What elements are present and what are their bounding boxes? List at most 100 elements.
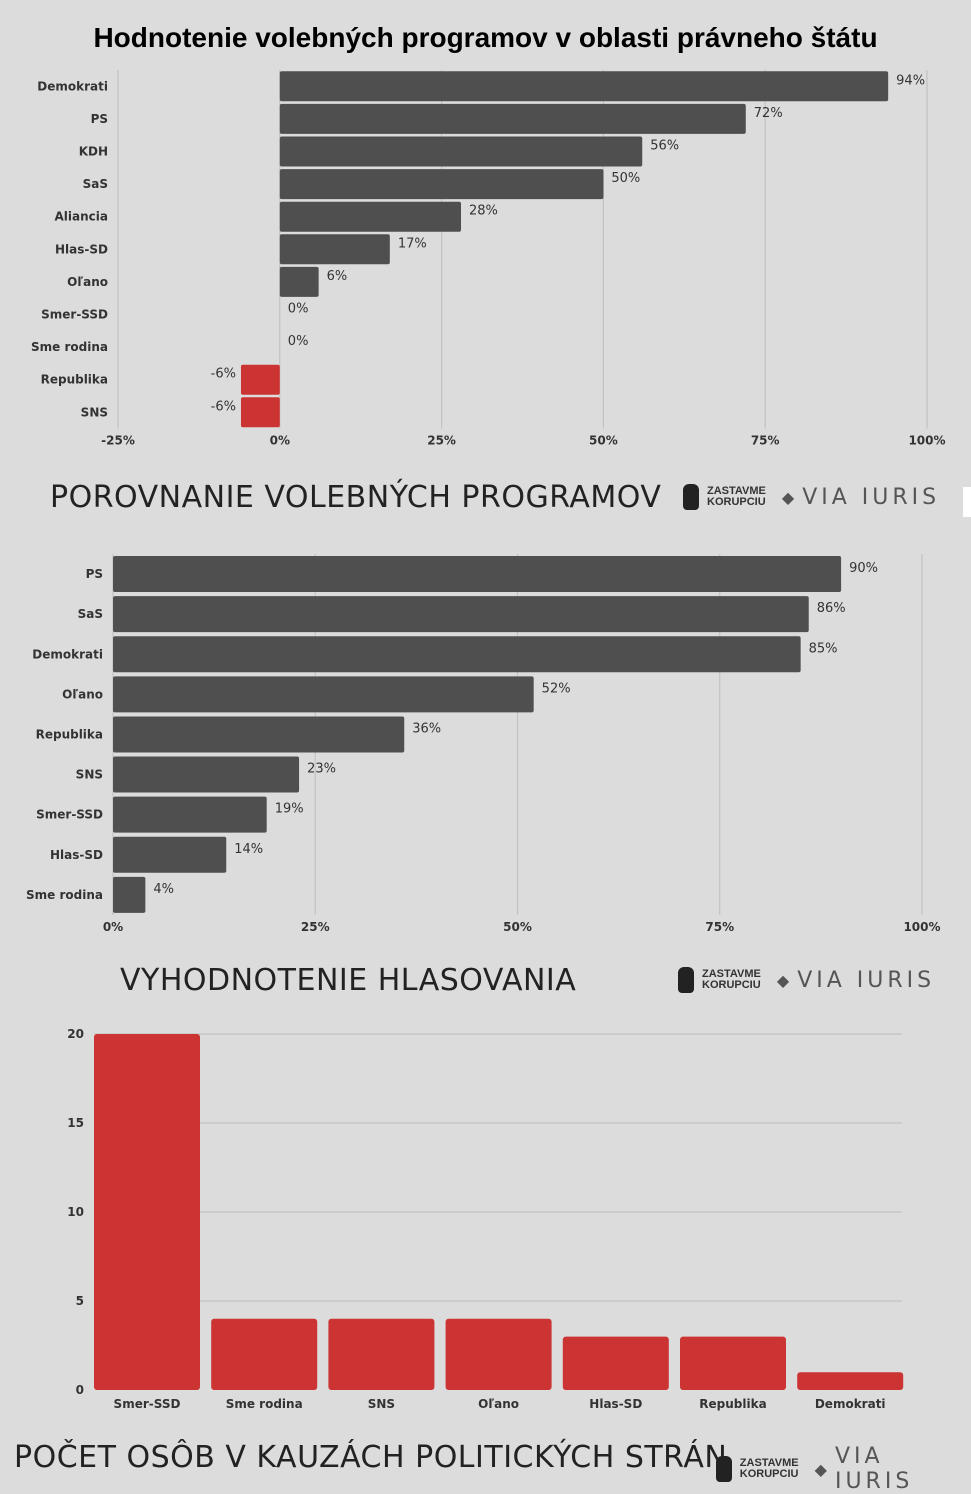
category-label: Republika: [36, 727, 103, 741]
value-label: 90%: [849, 561, 878, 576]
category-label: Smer-SSD: [114, 1397, 181, 1411]
y-tick-label: 15: [67, 1116, 84, 1130]
value-label: 85%: [809, 641, 838, 656]
value-label: 28%: [469, 204, 498, 219]
bar: [113, 796, 267, 833]
via-iuris-icon: ◆: [781, 487, 795, 507]
category-label: SNS: [368, 1397, 395, 1411]
zastavme-korupciu-logo: ZASTAVME KORUPCIU: [739, 1457, 799, 1480]
bar: [113, 876, 146, 913]
bar: [211, 1318, 318, 1390]
zastavme-korupciu-logo: ZASTAVME KORUPCIU: [702, 968, 761, 991]
via-iuris-icon: ◆: [814, 1459, 827, 1479]
bar: [279, 136, 643, 167]
x-tick-label: 0%: [103, 920, 123, 934]
category-label: Hlas-SD: [55, 242, 108, 256]
value-label: 14%: [234, 842, 263, 857]
y-tick-label: 5: [76, 1294, 84, 1308]
category-label: Demokrati: [32, 647, 103, 661]
value-label: 0%: [288, 334, 309, 349]
value-label: -6%: [211, 367, 236, 382]
category-label: Smer-SSD: [41, 308, 108, 322]
chart-voting: 0% 25% 50% 75% 100% PS 90% SaS 86% Demokrati 85% Oľ…: [26, 554, 941, 934]
value-label: -6%: [211, 399, 236, 414]
category-label: KDH: [79, 145, 108, 159]
logo-group: ZASTAVME KORUPCIU ◆ VIA IURIS: [683, 484, 940, 510]
x-tick-label: 50%: [589, 434, 618, 448]
logo-group: ZASTAVME KORUPCIU ◆ VIA IURIS: [716, 1444, 971, 1494]
y-tick-label: 20: [67, 1027, 84, 1041]
category-label: PS: [91, 112, 108, 126]
bar: [279, 234, 390, 265]
value-label: 6%: [327, 269, 348, 284]
y-tick-label: 10: [67, 1205, 84, 1219]
caption-cases: POČET OSÔB V KAUZÁCH POLITICKÝCH STRÁN: [14, 1440, 728, 1475]
x-tick-label: 75%: [751, 434, 780, 448]
bar: [680, 1336, 786, 1390]
bar: [113, 756, 300, 793]
x-tick-label: -25%: [101, 434, 135, 448]
x-tick-label: 0%: [270, 434, 290, 448]
hand-icon: [678, 967, 694, 993]
category-label: SNS: [76, 768, 103, 782]
via-iuris-logo: VIA IURIS: [802, 484, 941, 510]
x-tick-label: 25%: [301, 920, 330, 934]
category-label: Hlas-SD: [50, 848, 103, 862]
value-label: 4%: [153, 882, 174, 897]
category-label: SaS: [83, 177, 108, 191]
bar: [562, 1336, 669, 1390]
value-label: 0%: [288, 302, 309, 317]
bar: [279, 169, 604, 200]
value-label: 17%: [398, 236, 427, 251]
x-tick-label: 75%: [705, 920, 734, 934]
hand-icon: [716, 1456, 732, 1482]
category-label: Hlas-SD: [589, 1397, 642, 1411]
bar: [279, 266, 319, 297]
category-label: Demokrati: [37, 79, 108, 93]
value-label: 19%: [275, 802, 304, 817]
category-label: Smer-SSD: [36, 808, 103, 822]
value-label: 86%: [817, 601, 846, 616]
value-label: 56%: [650, 139, 679, 154]
zastavme-korupciu-logo: ZASTAVME KORUPCIU: [707, 485, 766, 508]
chart-cases: 0 5 10 15 20 Smer-SSD Sme rodina SNS Oľano Hlas-S…: [67, 1027, 904, 1411]
category-label: Aliancia: [55, 210, 108, 224]
category-label: SaS: [78, 607, 103, 621]
bar: [240, 397, 280, 428]
category-label: Republika: [41, 373, 108, 387]
chart-programs: -25% 0% 25% 50% 75% 100% Demokrati 94% PS 72% KDH 5…: [31, 70, 946, 448]
category-label: Sme rodina: [26, 888, 103, 902]
value-label: 72%: [754, 106, 783, 121]
caption-voting: VYHODNOTENIE HLASOVANIA: [120, 963, 577, 998]
category-label: SNS: [81, 405, 108, 419]
category-label: Oľano: [62, 687, 103, 701]
category-label: Oľano: [478, 1397, 519, 1411]
bar: [113, 596, 809, 633]
logo-group: ZASTAVME KORUPCIU ◆ VIA IURIS: [678, 967, 935, 993]
bar: [240, 364, 280, 395]
x-tick-label: 50%: [503, 920, 532, 934]
value-label: 52%: [542, 681, 571, 696]
x-tick-label: 25%: [427, 434, 456, 448]
bar: [328, 1318, 435, 1390]
main-title: Hodnotenie volebných programov v oblasti…: [93, 22, 878, 53]
bar: [113, 636, 801, 673]
bar: [113, 716, 405, 753]
category-label: Sme rodina: [31, 340, 108, 354]
bar: [94, 1034, 200, 1390]
bar: [279, 71, 889, 102]
edge-marker: [963, 487, 971, 517]
x-tick-label: 100%: [908, 434, 945, 448]
bar: [113, 556, 842, 593]
caption-programs: POROVNANIE VOLEBNÝCH PROGRAMOV: [50, 480, 662, 515]
via-iuris-logo: VIA IURIS: [834, 1444, 914, 1494]
category-label: PS: [86, 567, 103, 581]
x-tick-label: 100%: [903, 920, 940, 934]
bar: [797, 1372, 904, 1390]
bar: [445, 1318, 552, 1390]
category-label: Sme rodina: [226, 1397, 303, 1411]
via-iuris-logo: VIA IURIS: [797, 967, 936, 993]
category-label: Republika: [699, 1397, 766, 1411]
bar: [113, 676, 534, 713]
bar: [113, 836, 227, 873]
